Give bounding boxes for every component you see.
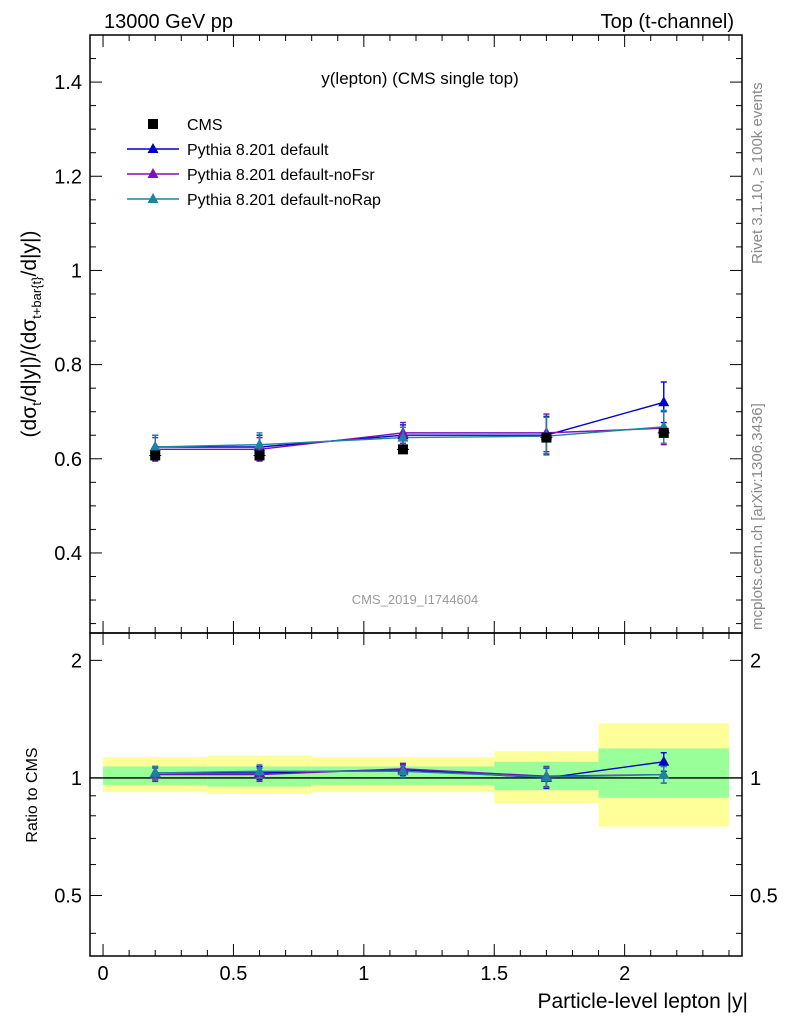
x-tick-label: 2 [619, 963, 630, 985]
y-tick-label-upper: 0.6 [54, 449, 82, 471]
x-axis-label: Particle-level lepton |y| [537, 990, 748, 1013]
y-tick-label-upper: 1.2 [54, 166, 82, 188]
legend-marker-triangle [147, 143, 159, 153]
legend-label: Pythia 8.201 default-noFsr [187, 167, 375, 184]
data-point-triangle [254, 438, 266, 449]
ratio-point-triangle [254, 765, 266, 776]
data-point-triangle [397, 431, 409, 442]
y-tick-label-lower: 0.5 [54, 886, 82, 908]
y-tick-label-lower: 2 [71, 650, 82, 672]
ratio-point-triangle [540, 771, 552, 782]
upper-data-layer [149, 381, 670, 462]
upper-plot-title: y(lepton) (CMS single top) [321, 69, 518, 88]
y-tick-label-lower-right: 1 [750, 768, 761, 790]
upper-ticks: 0.4 0.6 0.8 1 1.2 1.4 [54, 35, 742, 633]
y-tick-label-upper: 0.4 [54, 543, 82, 565]
ratio-point-triangle [149, 766, 161, 777]
side-label-upper: Rivet 3.1.10, ≥ 100k events [749, 82, 766, 264]
y-tick-label-upper: 0.8 [54, 355, 82, 377]
series-line [155, 426, 664, 448]
y-tick-label-upper: 1 [71, 260, 82, 282]
upper-y-axis-label: (dσt/d|y|)/(dσt+bar{t}/d|y|) [18, 231, 44, 438]
x-tick-label: 0 [97, 963, 108, 985]
series-line [155, 401, 664, 448]
x-tick-label: 1.5 [480, 963, 508, 985]
ratio-point-triangle [658, 768, 670, 779]
upper-panel: 0.4 0.6 0.8 1 1.2 1.4 y(lepton) (CMS single t… [18, 34, 743, 634]
data-point-triangle [658, 396, 670, 407]
y-tick-label-lower-right: 0.5 [750, 886, 778, 908]
x-tick-label: 0.5 [220, 963, 248, 985]
legend-marker-square [148, 119, 158, 129]
svg-text:(dσt/d|y|)/(dσt+bar{t}/d|y|): (dσt/d|y|)/(dσt+bar{t}/d|y|) [18, 231, 44, 438]
legend-marker-triangle [147, 168, 159, 178]
series-line [155, 427, 664, 451]
data-point-triangle [149, 441, 161, 452]
legend-marker-triangle [147, 193, 159, 203]
y-tick-label-lower-right: 2 [750, 650, 761, 672]
y-tick-label-lower: 1 [71, 768, 82, 790]
header-right: Top (t-channel) [601, 11, 734, 33]
y-tick-label-upper: 1.4 [54, 72, 82, 94]
ratio-point-triangle [658, 755, 670, 766]
legend-label: Pythia 8.201 default [187, 142, 329, 159]
lower-ticks: 0.5 0.5 1 1 2 2 0 0.5 1 1.5 2 [54, 633, 778, 985]
lower-panel: 0.5 0.5 1 1 2 2 0 0.5 1 1.5 2 Ratio to CMS Particl… [24, 632, 778, 1013]
x-tick-label: 1 [358, 963, 369, 985]
ratio-point-triangle [397, 765, 409, 776]
lower-data-layer [90, 723, 742, 827]
legend-label: Pythia 8.201 default-noRap [187, 192, 381, 209]
legend-label: CMS [187, 117, 223, 134]
header-left: 13000 GeV pp [104, 11, 233, 33]
side-label-lower: mcplots.cern.ch [arXiv:1306.3436] [749, 403, 766, 630]
lower-y-axis-label: Ratio to CMS [24, 747, 41, 842]
upper-watermark: CMS_2019_I1744604 [352, 592, 479, 607]
legend: CMS Pythia 8.201 default Pythia 8.201 defa… [127, 117, 381, 209]
